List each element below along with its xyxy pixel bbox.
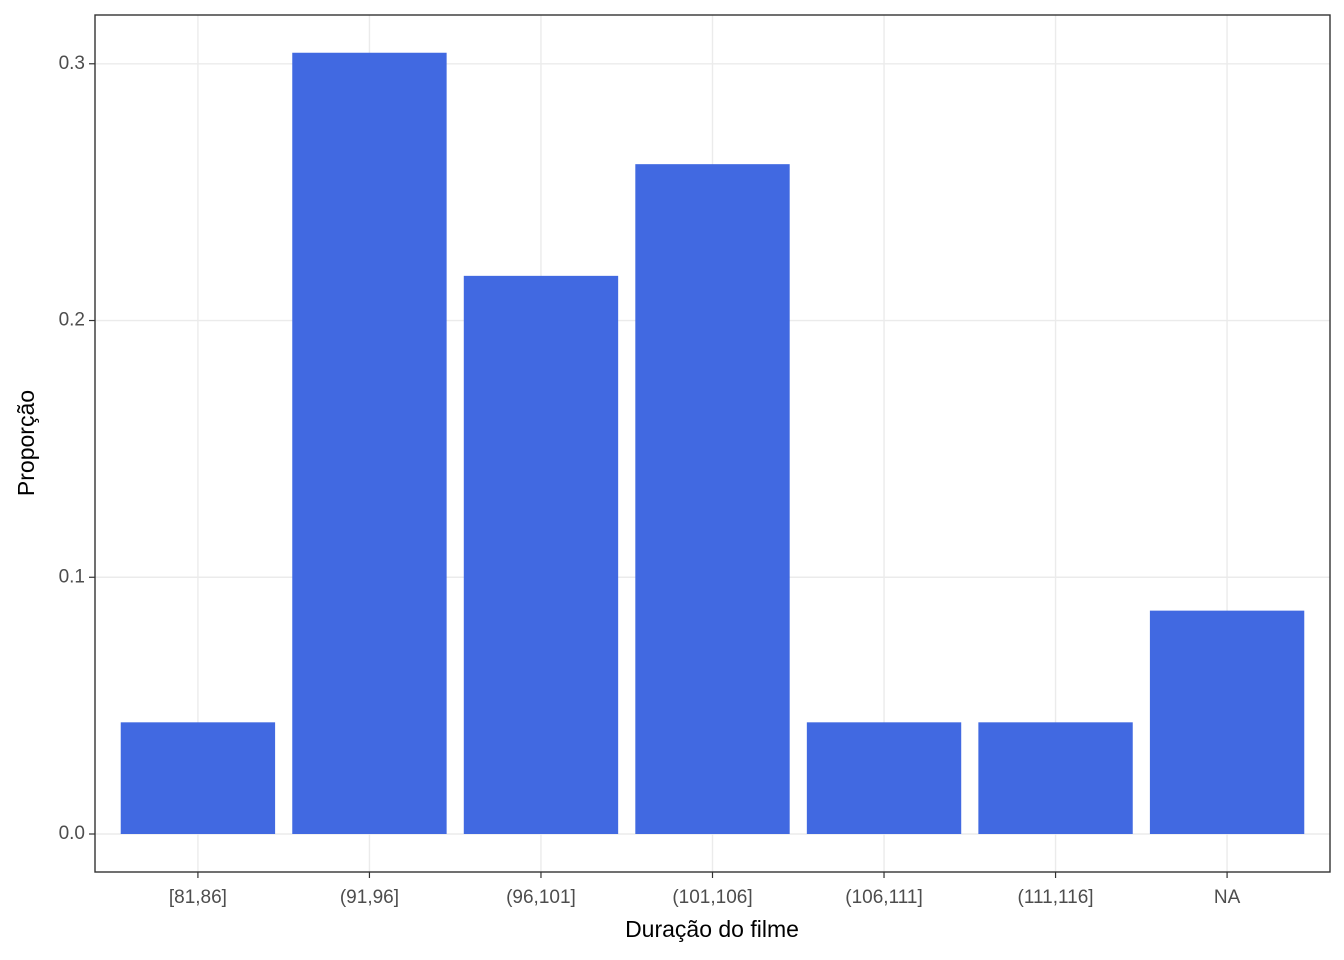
y-axis-title: Proporção (13, 390, 39, 496)
y-tick-label: 0.0 (59, 823, 85, 844)
x-tick-label: (101,106] (672, 887, 752, 908)
x-axis-title: Duração do filme (625, 916, 799, 942)
bar (292, 52, 447, 835)
bar (463, 275, 619, 835)
bar (978, 722, 1133, 835)
panel-border (94, 14, 1331, 873)
bar (1149, 610, 1305, 835)
x-tick-label: [81,86] (169, 887, 227, 908)
x-tick-label: (111,116] (1018, 887, 1094, 908)
x-tick-label: (96,101] (506, 887, 576, 908)
bar (806, 722, 962, 835)
x-tick-label: NA (1214, 887, 1241, 908)
y-tick-label: 0.2 (59, 310, 85, 331)
x-tick-label: (91,96] (340, 887, 399, 908)
y-tick-label: 0.3 (59, 53, 85, 74)
bar (635, 164, 790, 835)
bar (120, 722, 276, 835)
x-tick-label: (106,111] (845, 887, 922, 908)
y-tick-label: 0.1 (59, 566, 85, 587)
